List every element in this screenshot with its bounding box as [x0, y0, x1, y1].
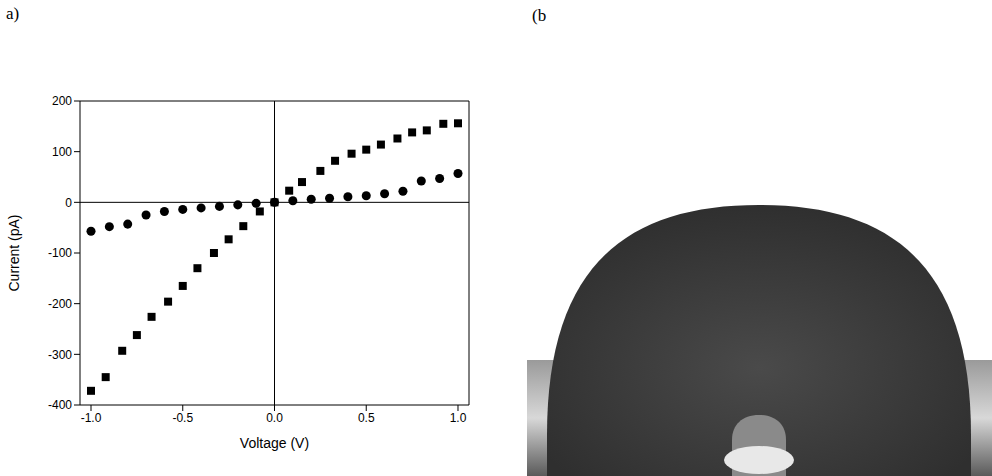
svg-text:0: 0	[65, 196, 72, 210]
svg-text:-400: -400	[48, 398, 72, 412]
html-text:(b: (b	[532, 6, 547, 25]
svg-text:0.5: 0.5	[358, 411, 375, 425]
svg-text:-1.0: -1.0	[81, 411, 102, 425]
svg-text:-100: -100	[48, 246, 72, 260]
svg-text:-200: -200	[48, 297, 72, 311]
svg-text:Current (pA): Current (pA)	[6, 214, 22, 291]
svg-text:1.0: 1.0	[450, 411, 467, 425]
svg-text:200: 200	[52, 94, 72, 108]
svg-text:100: 100	[52, 145, 72, 159]
html-text:a): a)	[6, 4, 20, 23]
svg-text:-300: -300	[48, 348, 72, 362]
svg-text:0.0: 0.0	[266, 411, 283, 425]
svg-text:-0.5: -0.5	[172, 411, 193, 425]
svg-text:Voltage (V): Voltage (V)	[240, 435, 309, 451]
